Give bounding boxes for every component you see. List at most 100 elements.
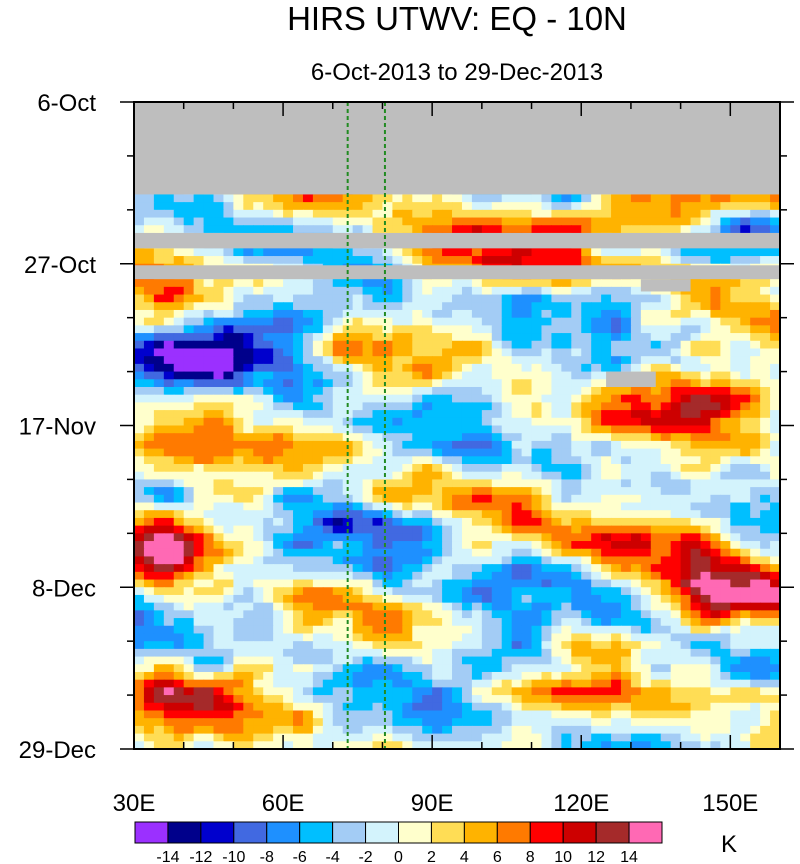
field-cell [412,309,423,319]
field-cell [233,487,244,496]
field-cell [302,641,314,650]
field-cell [362,502,374,511]
field-cell [442,510,453,519]
field-cell [173,687,185,696]
field-cell [461,648,473,658]
field-cell [491,687,503,696]
field-cell [680,587,692,596]
field-cell [551,394,562,403]
field-cell [173,286,185,296]
field-cell [561,356,572,365]
field-cell [650,564,662,573]
field-cell [442,402,453,411]
field-cell [730,587,741,596]
field-cell [352,587,364,596]
field-cell [551,487,562,496]
field-cell [332,602,344,611]
field-cell [203,256,215,265]
chart-title: HIRS UTWV: EQ - 10N [287,0,627,37]
field-cell [402,587,413,596]
field-cell [750,610,761,619]
field-cell [422,564,433,573]
field-cell [710,225,721,234]
field-cell [750,394,761,403]
field-cell [710,679,721,688]
field-cell [293,325,304,334]
field-cell [650,340,662,350]
field-cell [710,579,721,588]
field-cell [233,225,244,234]
field-cell [670,648,682,658]
field-cell [422,394,433,403]
field-cell [203,664,215,673]
field-cell [660,664,672,673]
field-cell [332,487,344,496]
field-cell [491,648,503,658]
field-cell [680,502,692,511]
field-cell [491,602,503,611]
field-cell [511,671,523,681]
field-cell [253,202,264,211]
field-cell [601,479,612,488]
field-cell [293,340,304,350]
field-cell [422,579,433,588]
field-cell [511,248,523,257]
field-cell [283,433,294,442]
field-cell [670,679,682,688]
field-cell [352,425,364,434]
field-cell [770,671,781,681]
field-cell [720,371,731,380]
field-cell [611,394,622,403]
field-cell [263,541,274,550]
field-cell [402,386,413,396]
field-cell [382,348,393,357]
field-cell [302,664,314,673]
field-cell [700,502,712,511]
field-cell [392,602,403,611]
field-cell [402,679,413,688]
field-cell [720,302,731,311]
field-cell [302,302,314,311]
field-cell [312,294,324,303]
field-cell [322,225,334,234]
field-cell [153,679,165,688]
field-cell [312,687,324,696]
field-cell [551,410,562,419]
field-cell [203,394,215,403]
field-cell [740,340,751,350]
field-cell [561,587,572,596]
field-cell [432,402,443,411]
field-cell [452,302,463,311]
field-cell [660,656,672,665]
field-cell [452,648,463,658]
field-cell [591,564,602,573]
field-cell [342,494,354,504]
field-cell [223,533,234,542]
field-cell [620,202,632,211]
field-cell [312,679,324,688]
field-cell [591,402,602,411]
field-cell [134,533,145,542]
field-cell [591,294,602,303]
field-cell [611,363,622,373]
field-cell [630,248,642,257]
field-cell [382,471,393,481]
field-cell [322,633,334,642]
field-cell [551,471,562,481]
field-cell [461,564,473,573]
field-cell [760,479,771,488]
field-cell [153,502,165,511]
field-cell [422,225,433,234]
field-cell [630,456,642,465]
field-cell [352,548,364,558]
field-cell [680,541,692,550]
field-cell [273,464,284,473]
field-cell [750,648,761,658]
field-cell [312,587,324,596]
field-cell [700,602,712,611]
field-cell [501,656,513,665]
field-cell [163,671,175,681]
field-cell [163,641,175,650]
field-cell [422,548,433,558]
field-cell [402,517,413,527]
